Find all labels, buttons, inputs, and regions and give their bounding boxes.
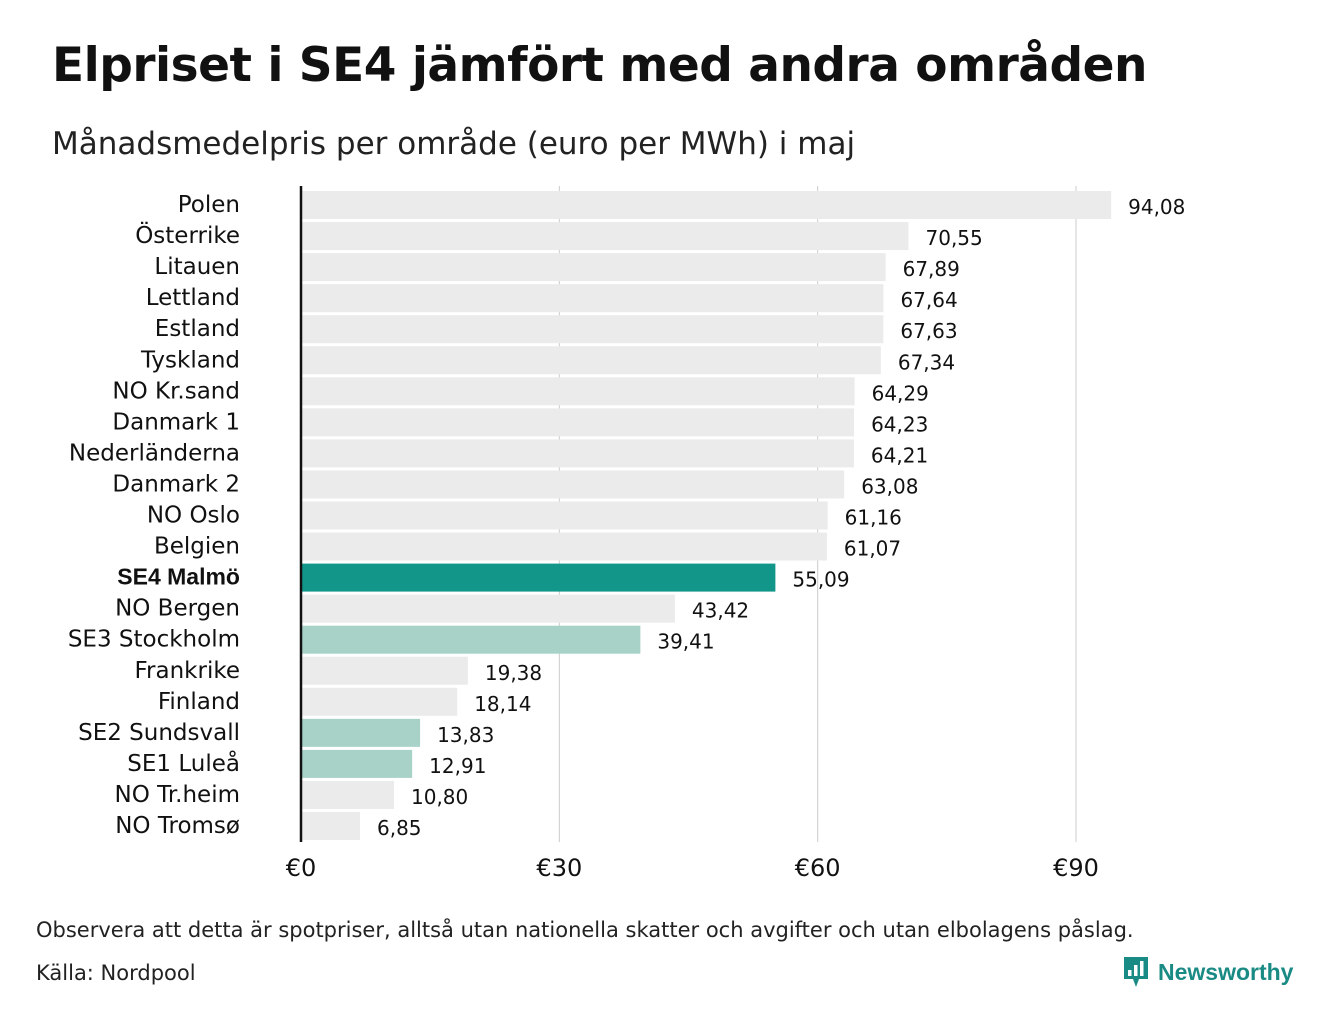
value-label: 13,83 (437, 723, 494, 747)
footnote: Observera att detta är spotpriser, allts… (36, 918, 1134, 942)
value-label: 67,89 (903, 257, 960, 281)
category-label: NO Tromsø (115, 813, 240, 839)
category-label: NO Kr.sand (112, 378, 240, 404)
value-label: 63,08 (861, 474, 918, 498)
value-label: 67,64 (900, 288, 957, 312)
category-label: Litauen (154, 254, 240, 280)
source-credit: Källa: Nordpool (36, 961, 196, 985)
bar (301, 408, 855, 437)
bar (301, 377, 855, 406)
bar-chart: €0 €30 €60 €90 Polen 94,08 Österrike 70,55 Litau… (68, 186, 1185, 882)
bar (301, 812, 360, 840)
value-label: 67,63 (900, 319, 957, 343)
category-label: Danmark 1 (112, 409, 240, 435)
x-tick-label: €30 (536, 854, 582, 882)
value-label: 19,38 (485, 661, 542, 685)
bar (301, 780, 394, 809)
value-label: 18,14 (474, 692, 531, 716)
category-label: Österrike (135, 221, 240, 249)
value-label: 55,09 (792, 568, 849, 592)
value-label: 61,16 (845, 506, 902, 530)
category-label: Finland (158, 689, 240, 715)
category-label: Belgien (154, 534, 240, 560)
category-label: Tyskland (140, 347, 240, 373)
value-label: 61,07 (844, 537, 901, 561)
value-label: 43,42 (692, 599, 749, 623)
bar (301, 346, 881, 375)
value-label: 64,21 (871, 443, 928, 467)
value-label: 64,23 (871, 412, 928, 436)
category-label: Estland (155, 316, 240, 342)
value-label: 64,29 (872, 381, 929, 405)
bar (301, 656, 468, 685)
x-tick-label: €60 (795, 854, 841, 882)
value-label: 6,85 (377, 816, 422, 840)
category-label: SE2 Sundsvall (78, 720, 240, 746)
bar (301, 439, 854, 468)
category-label: SE4 Malmö (117, 564, 240, 590)
category-label: Polen (178, 192, 240, 218)
bar (301, 749, 413, 778)
category-label: Nederländerna (69, 440, 240, 466)
bar (301, 501, 828, 530)
bar (301, 532, 827, 561)
category-label: NO Tr.heim (115, 782, 240, 808)
brand-name: Newsworthy (1158, 958, 1294, 985)
category-label: Frankrike (135, 658, 241, 684)
bar (301, 253, 886, 282)
bar (301, 718, 421, 747)
category-label: SE1 Luleå (127, 749, 240, 777)
bar (301, 563, 776, 592)
bar (301, 625, 641, 654)
bar (301, 470, 845, 499)
bar (301, 284, 884, 313)
brand-logo: Newsworthy (1122, 955, 1293, 989)
chart-title: Elpriset i SE4 jämfört med andra områden (52, 38, 1147, 93)
category-label: NO Bergen (115, 596, 240, 622)
x-tick-label: €0 (286, 854, 317, 882)
bar (301, 594, 675, 623)
category-label: SE3 Stockholm (68, 627, 240, 653)
category-label: Lettland (146, 285, 240, 311)
bar (301, 191, 1112, 219)
value-label: 94,08 (1128, 195, 1185, 219)
value-label: 39,41 (657, 630, 714, 654)
chart-subtitle: Månadsmedelpris per område (euro per MWh… (52, 126, 856, 162)
bar (301, 687, 458, 716)
bar (301, 315, 884, 344)
bar (301, 222, 909, 251)
x-tick-label: €90 (1053, 854, 1099, 882)
value-label: 10,80 (411, 785, 468, 809)
bar-chart-bubble-icon (1124, 957, 1148, 987)
value-label: 12,91 (429, 754, 486, 778)
value-label: 70,55 (926, 226, 983, 250)
value-label: 67,34 (898, 350, 955, 374)
category-label: Danmark 2 (112, 471, 240, 497)
category-label: NO Oslo (147, 503, 240, 529)
